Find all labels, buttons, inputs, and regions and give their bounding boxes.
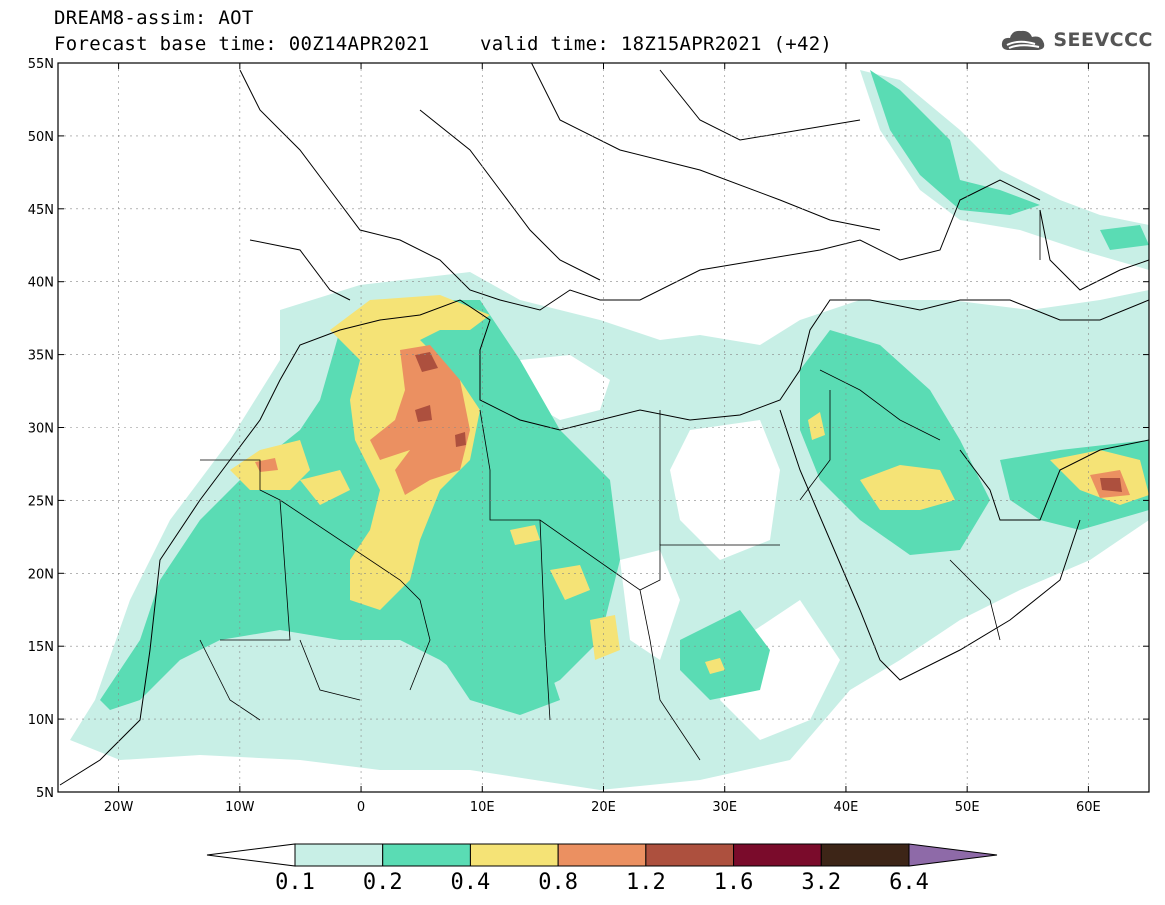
map-title: DREAM8-assim: AOT	[54, 7, 254, 29]
colorbar-label: 6.4	[889, 870, 929, 895]
lon-tick-label: 0	[357, 800, 365, 815]
colorbar	[206, 843, 998, 867]
colorbar-box	[645, 843, 735, 867]
lon-tick-label: 40E	[834, 800, 859, 815]
graticule	[58, 63, 1149, 792]
lon-tick-label: 30E	[712, 800, 737, 815]
aot-level-0.2	[100, 70, 1149, 715]
valid-time: valid time: 18Z15APR2021 (+42)	[480, 33, 833, 55]
longitude-axis: 20W 10W 0 10E 20E 30E 40E 50E 60E	[104, 63, 1101, 815]
colorbar-box	[382, 843, 471, 867]
colorbar-box	[557, 843, 647, 867]
colorbar-box	[820, 843, 910, 867]
lat-tick-label: 50N	[28, 130, 54, 145]
lat-tick-label: 10N	[28, 713, 54, 728]
colorbar-label: 0.4	[450, 870, 491, 895]
coastlines	[59, 63, 1149, 786]
lon-tick-label: 10E	[470, 800, 495, 815]
lon-tick-label: 20W	[104, 800, 134, 815]
colorbar-box	[733, 843, 822, 867]
colorbar-box	[294, 843, 384, 867]
logo-text: SEEVCCC	[1053, 29, 1153, 51]
lon-tick-label: 60E	[1076, 800, 1101, 815]
borders	[199, 210, 1041, 761]
colorbar-label: 0.8	[538, 870, 579, 895]
colorbar-over-arrow	[908, 843, 998, 867]
latitude-axis: 55N 50N 45N 40N 35N 30N 25N 20N 15N 10N 5N	[28, 57, 1149, 801]
colorbar-label: 3.2	[801, 870, 842, 895]
lon-tick-label: 20E	[591, 800, 616, 815]
forecast-base-time: Forecast base time: 00Z14APR2021	[54, 33, 430, 55]
lat-tick-label: 15N	[28, 640, 54, 655]
lat-tick-label: 40N	[28, 276, 54, 291]
lat-tick-label: 45N	[28, 203, 54, 218]
colorbar-under-arrow	[206, 843, 296, 867]
lat-tick-label: 55N	[28, 57, 54, 72]
colorbar-label: 1.6	[713, 870, 754, 895]
lat-tick-label: 5N	[36, 786, 54, 801]
cloud-icon	[1002, 30, 1045, 50]
colorbar-label: 0.1	[275, 870, 315, 895]
lat-tick-label: 25N	[28, 494, 54, 509]
lat-tick-label: 20N	[28, 567, 54, 582]
lon-tick-label: 10W	[225, 800, 255, 815]
colorbar-label: 0.2	[362, 870, 403, 895]
colorbar-label: 1.2	[625, 870, 666, 895]
lat-tick-label: 35N	[28, 349, 54, 364]
lon-tick-label: 50E	[955, 800, 980, 815]
seevccc-logo: SEEVCCC	[999, 26, 1153, 54]
colorbar-box	[469, 843, 559, 867]
aot-level-1.2	[415, 352, 1122, 492]
lat-tick-label: 30N	[28, 422, 54, 437]
